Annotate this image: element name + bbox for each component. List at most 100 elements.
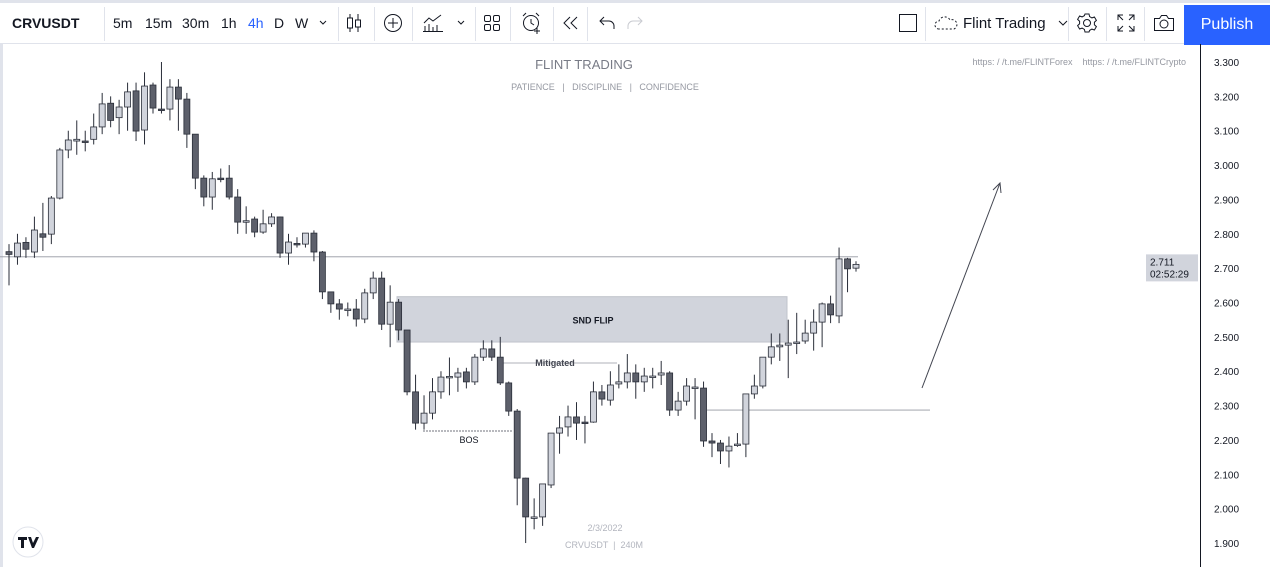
symbol-search-button[interactable]: CRVUSDT <box>12 15 80 31</box>
publish-button[interactable]: Publish <box>1184 5 1270 45</box>
candle-up <box>615 381 623 385</box>
interval-1h[interactable]: 1h <box>221 15 237 31</box>
candle-up <box>818 303 826 323</box>
candle-down <box>708 440 716 444</box>
candle-down <box>310 232 318 253</box>
undo-icon[interactable] <box>598 3 616 43</box>
candle-up <box>98 103 106 128</box>
cloud-icon <box>934 16 958 30</box>
price-tick: 1.900 <box>1214 539 1239 550</box>
watermark-date: 2/3/2022 <box>587 523 622 533</box>
candle-up <box>73 138 81 142</box>
candle-up <box>564 416 572 428</box>
candle-up <box>259 223 267 233</box>
layout-menu-button[interactable]: Flint Trading <box>934 3 1070 43</box>
price-tick: 2.900 <box>1214 195 1239 206</box>
camera-icon[interactable] <box>1153 3 1175 43</box>
interval-4h[interactable]: 4h <box>248 15 264 31</box>
interval-15m[interactable]: 15m <box>145 15 173 31</box>
watermark-links: https: / /t.me/FLINTForex https: / /t.me… <box>972 57 1186 67</box>
candle-up <box>657 372 665 376</box>
candle-up <box>530 516 538 519</box>
price-tick: 2.300 <box>1214 402 1239 413</box>
price-tick: 2.100 <box>1214 470 1239 481</box>
candle-down <box>174 86 182 100</box>
candle-up <box>454 372 462 378</box>
layout-grid-icon[interactable] <box>483 3 501 43</box>
candle-up <box>64 139 72 151</box>
price-tick: 2.200 <box>1214 436 1239 447</box>
candle-up <box>242 220 250 223</box>
candle-up <box>556 427 563 434</box>
candle-up <box>801 332 809 342</box>
alarm-icon[interactable] <box>520 3 544 43</box>
candle-down <box>352 308 360 320</box>
plus-circle-icon[interactable] <box>383 3 403 43</box>
candle-down <box>39 233 47 238</box>
price-tick: 2.400 <box>1214 367 1239 378</box>
bar-countdown: 02:52:29 <box>1150 269 1189 280</box>
divider <box>412 7 413 41</box>
candle-down <box>403 329 411 393</box>
interval-d[interactable]: D <box>274 15 285 31</box>
candle-up <box>734 443 741 446</box>
interval-w[interactable]: W <box>295 15 309 31</box>
candle-down <box>335 303 343 310</box>
candle-down <box>276 216 284 254</box>
gear-icon[interactable] <box>1076 3 1098 43</box>
mitigated-label: Mitigated <box>535 358 575 368</box>
candle-down <box>327 291 335 305</box>
candle-down <box>513 410 521 479</box>
candle-up <box>691 386 699 389</box>
candle-down <box>81 140 89 143</box>
candle-up <box>674 400 682 411</box>
last-price-badge <box>1146 254 1198 282</box>
indicators-chevron-down-icon[interactable] <box>456 3 466 43</box>
candle-up <box>446 375 453 379</box>
candle-up <box>784 342 792 346</box>
candles-icon[interactable] <box>345 3 363 43</box>
divider <box>587 7 588 41</box>
divider <box>1068 7 1069 41</box>
intervals-chevron-down-icon[interactable] <box>318 3 328 43</box>
top-toolbar: CRVUSDT 5m 15m 30m 1h 4h D W Flint Tradi… <box>0 0 1270 45</box>
tradingview-logo[interactable] <box>12 526 44 558</box>
watermark-subtitle: PATIENCE | DISCIPLINE | CONFIDENCE <box>511 82 699 92</box>
candle-down <box>581 421 589 424</box>
candles-series <box>5 62 860 544</box>
interval-30m[interactable]: 30m <box>182 15 210 31</box>
indicators-icon[interactable] <box>422 3 444 43</box>
watermark-symbol-timeframe: CRVUSDT | 240M <box>565 540 643 550</box>
candle-down <box>158 108 165 111</box>
candle-down <box>573 416 580 424</box>
price-tick: 3.300 <box>1214 58 1239 69</box>
candle-up <box>90 126 98 140</box>
price-axis[interactable]: 3.300 3.200 3.100 3.000 2.900 2.800 2.700 2.600… <box>1146 58 1239 550</box>
candle-down <box>217 177 225 181</box>
interval-5m[interactable]: 5m <box>113 15 133 31</box>
candle-down <box>234 196 242 223</box>
divider <box>553 7 554 41</box>
divider <box>1106 7 1107 41</box>
divider <box>475 7 476 41</box>
candle-up <box>539 483 547 518</box>
price-tick: 3.100 <box>1214 127 1239 138</box>
candle-down <box>632 372 640 383</box>
candle-up <box>369 277 377 294</box>
candle-up <box>750 385 758 395</box>
candle-up <box>268 216 275 225</box>
price-tick: 2.500 <box>1214 333 1239 344</box>
candle-up <box>141 85 148 131</box>
candle-down <box>251 218 259 233</box>
candle-down <box>132 90 140 132</box>
rectangle-icon[interactable] <box>898 3 918 43</box>
chart-canvas[interactable]: SND FLIP Mitigated BOS 3.300 3.200 3.100 3.00… <box>0 44 1270 567</box>
candle-up <box>683 385 690 402</box>
fullscreen-icon[interactable] <box>1116 3 1136 43</box>
arrow-projection <box>921 181 1002 389</box>
redo-icon[interactable] <box>626 3 644 43</box>
candle-down <box>496 356 504 384</box>
candle-up <box>208 178 216 198</box>
candle-up <box>640 375 648 383</box>
replay-icon[interactable] <box>562 3 580 43</box>
